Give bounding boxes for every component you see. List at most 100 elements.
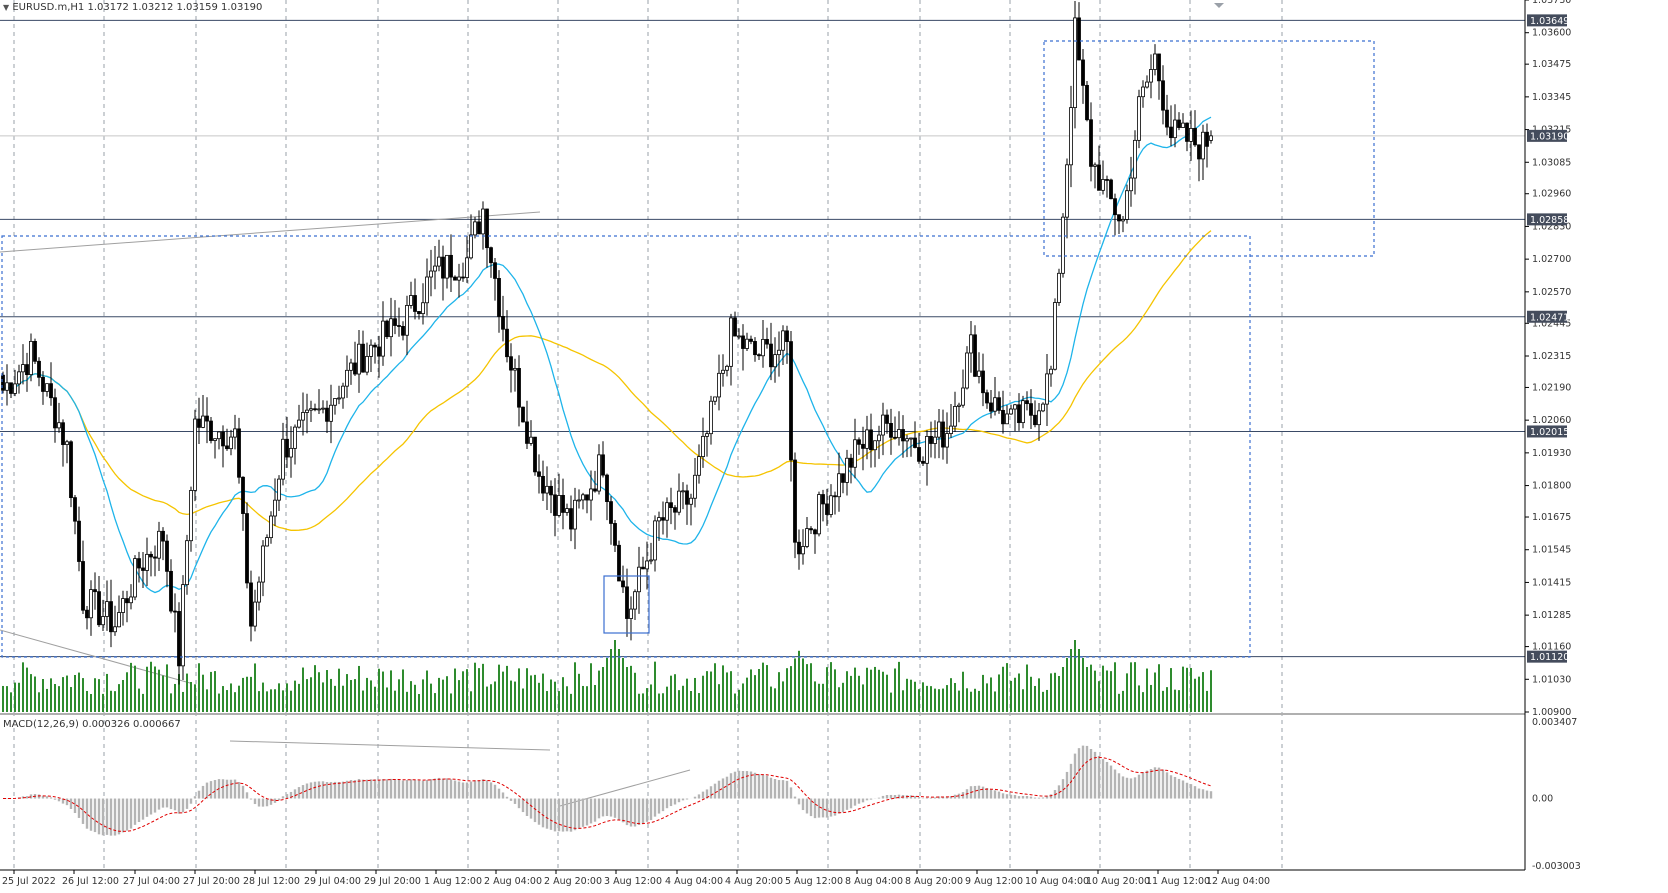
moving-average-slow xyxy=(2,230,1212,531)
candle-body xyxy=(533,436,537,473)
candle-body xyxy=(705,433,709,437)
candle-body xyxy=(961,387,965,406)
candle-body xyxy=(453,276,457,281)
candle-body xyxy=(993,397,997,412)
time-tick-label: 11 Aug 12:00 xyxy=(1146,876,1210,887)
candle-body xyxy=(717,372,721,398)
candle-body xyxy=(869,429,873,451)
candle-body xyxy=(13,383,17,394)
candle-body xyxy=(513,368,517,371)
candle-body xyxy=(485,208,489,249)
candle-body xyxy=(673,507,677,513)
price-tick-label: 1.01545 xyxy=(1532,545,1571,556)
candle-body xyxy=(641,566,645,570)
selection-rectangles[interactable] xyxy=(1,40,1375,658)
candle-body xyxy=(297,419,301,428)
candle-body xyxy=(609,501,613,524)
grid xyxy=(0,0,1525,870)
candle-body xyxy=(337,397,341,400)
candle-body xyxy=(677,490,681,513)
candle-body xyxy=(449,254,453,278)
price-tick-label: 1.01285 xyxy=(1532,610,1571,621)
time-tick-label: 1 Aug 12:00 xyxy=(424,876,482,887)
candle-body xyxy=(605,474,609,503)
candle-body xyxy=(637,566,641,593)
trend-line[interactable] xyxy=(0,211,541,253)
time-tick-label: 10 Aug 04:00 xyxy=(1025,876,1089,887)
time-tick-label: 4 Aug 04:00 xyxy=(665,876,723,887)
candle-body xyxy=(313,408,317,411)
candle-body xyxy=(817,494,821,535)
time-tick-label: 12 Aug 04:00 xyxy=(1206,876,1270,887)
candle-body xyxy=(1049,368,1053,375)
selection-rectangle[interactable] xyxy=(1043,40,1375,257)
candle-body xyxy=(289,447,293,458)
chart-title-bar: ▼ EURUSD.m,H1 1.03172 1.03212 1.03159 1.… xyxy=(3,2,262,13)
shift-marker-icon[interactable] xyxy=(1214,3,1224,8)
candle-body xyxy=(885,414,889,424)
candle-body xyxy=(129,596,133,604)
candle-body xyxy=(1105,179,1109,181)
plot-background xyxy=(0,0,1525,870)
candle-body xyxy=(1141,86,1145,98)
horizontal-levels[interactable] xyxy=(0,19,1525,658)
candle-body xyxy=(1093,164,1097,167)
candle-body xyxy=(949,425,953,434)
macd-trend-line[interactable] xyxy=(229,740,551,751)
candle-body xyxy=(801,546,805,555)
candle-body xyxy=(541,475,545,494)
candle-body xyxy=(165,540,169,572)
candle-body xyxy=(877,434,881,442)
candle-body xyxy=(813,529,817,535)
candle-body xyxy=(797,541,801,555)
collapse-icon[interactable]: ▼ xyxy=(3,3,10,12)
candle-body xyxy=(317,408,321,411)
candle-body xyxy=(945,433,949,448)
candle-body xyxy=(193,418,197,491)
candle-body xyxy=(425,276,429,304)
symbol-ohlc-label: EURUSD.m,H1 1.03172 1.03212 1.03159 1.03… xyxy=(12,2,263,13)
candle-body xyxy=(105,601,109,617)
candle-body xyxy=(433,265,437,272)
candle-body xyxy=(309,408,313,411)
candle-body xyxy=(409,295,413,306)
candle-body xyxy=(977,370,981,377)
candle-body xyxy=(213,438,217,441)
candle-body xyxy=(1145,81,1149,88)
candle-body xyxy=(5,382,9,391)
price-tick-label: 1.01415 xyxy=(1532,577,1571,588)
candle-body xyxy=(777,349,781,356)
candle-body xyxy=(1137,96,1141,141)
time-tick-label: 27 Jul 20:00 xyxy=(183,876,240,887)
price-tick-label: 1.01675 xyxy=(1532,512,1571,523)
macd-trend-line[interactable] xyxy=(559,769,691,807)
highlight-box[interactable] xyxy=(603,575,650,634)
price-tick-label: 1.03600 xyxy=(1532,28,1571,39)
candle-body xyxy=(1193,127,1197,146)
candle-body xyxy=(1161,80,1165,111)
candle-body xyxy=(189,490,193,542)
candle-body xyxy=(1021,400,1025,424)
candle-body xyxy=(917,447,921,462)
candle-body xyxy=(17,371,21,385)
candle-body xyxy=(765,338,769,345)
candle-body xyxy=(389,318,393,338)
candle-body xyxy=(901,429,905,442)
price-tag-label: 1.02471 xyxy=(1530,312,1569,323)
candle-body xyxy=(505,328,509,358)
candle-body xyxy=(829,495,833,515)
price-tick-label: 1.02960 xyxy=(1532,189,1571,200)
price-tick-label: 1.01800 xyxy=(1532,481,1571,492)
candle-body xyxy=(785,330,789,342)
candle-body xyxy=(653,520,657,561)
candle-body xyxy=(157,530,161,559)
time-tick-label: 28 Jul 12:00 xyxy=(243,876,300,887)
candle-body xyxy=(729,317,733,367)
candle-body xyxy=(1017,404,1021,424)
candle-body xyxy=(101,616,105,626)
candle-body xyxy=(697,456,701,476)
candle-body xyxy=(49,383,53,399)
selection-rectangle[interactable] xyxy=(1,235,1251,658)
